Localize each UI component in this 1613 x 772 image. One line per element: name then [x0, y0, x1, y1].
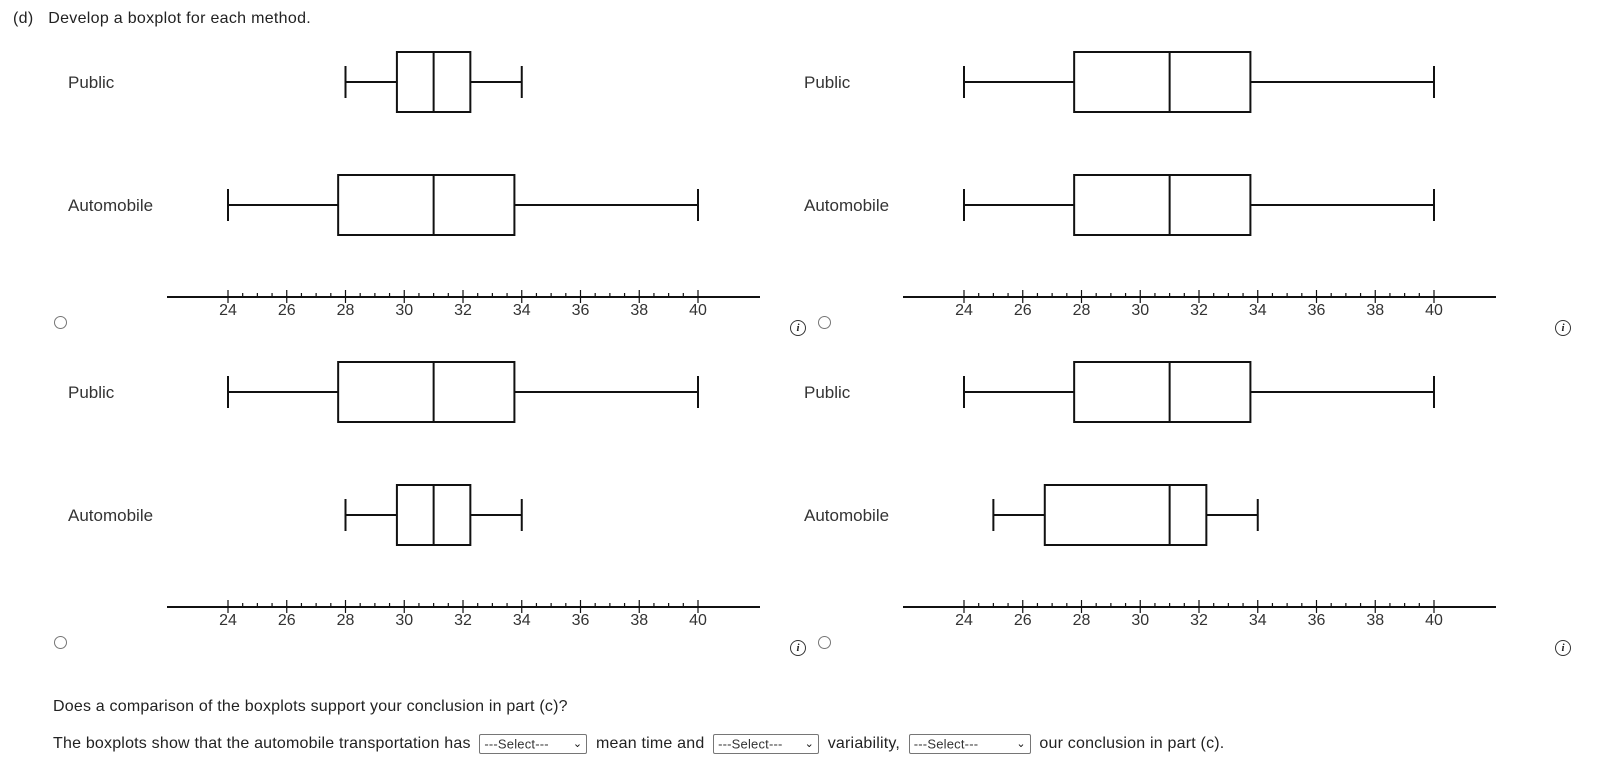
chevron-down-icon: ⌄ — [1016, 738, 1026, 750]
box-iqr — [1073, 51, 1252, 113]
tick-label: 36 — [572, 612, 590, 629]
tick-label: 32 — [454, 612, 472, 629]
option-a-info-icon[interactable]: i — [790, 320, 806, 336]
sentence-part-2: mean time and — [595, 735, 705, 752]
boxplot-option-d: Public Automobile 24 26 28 30 32 34 36 38 40 i — [804, 361, 1571, 656]
mean-time-select-value: ---Select--- — [484, 736, 549, 752]
tick-label: 34 — [513, 302, 531, 319]
variability-select[interactable]: ---Select--- ⌄ — [713, 734, 820, 754]
chevron-down-icon: ⌄ — [572, 738, 583, 750]
conclusion-select-value: ---Select--- — [913, 736, 979, 752]
option-d-info-icon[interactable]: i — [1555, 640, 1571, 656]
tick-label: 40 — [689, 612, 707, 629]
sentence-part-1: The boxplots show that the automobile tr… — [53, 735, 471, 752]
tick-label: 30 — [395, 612, 413, 629]
tick-label: 26 — [1014, 302, 1032, 319]
question-part: (d) — [13, 10, 34, 27]
tick-label: 24 — [955, 612, 973, 629]
tick-label: 26 — [278, 302, 296, 319]
box-iqr — [1073, 361, 1252, 423]
tick-label: 38 — [630, 302, 648, 319]
box-iqr — [1043, 484, 1208, 546]
row-label-public: Public — [68, 73, 115, 92]
option-b-chart: Public Automobile 24 26 28 30 32 34 36 38 40 — [804, 51, 1496, 319]
box-iqr — [337, 361, 516, 423]
boxplot-option-b: Public Automobile 24 26 28 30 32 34 36 38 40 i — [0, 0, 1613, 336]
chevron-down-icon: ⌄ — [804, 738, 815, 750]
mean-time-select[interactable]: ---Select--- ⌄ — [479, 734, 588, 754]
conclusion-select[interactable]: ---Select--- ⌄ — [908, 734, 1031, 754]
tick-label: 28 — [337, 302, 355, 319]
option-a-chart: Public Automobile 24 26 28 30 32 34 36 38 40 — [68, 51, 760, 319]
sentence-part-3: variability, — [827, 735, 901, 752]
tick-label: 24 — [219, 612, 237, 629]
comparison-question: Does a comparison of the boxplots suppor… — [53, 698, 568, 715]
question-text: Develop a boxplot for each method. — [48, 10, 312, 27]
question-heading: (d) Develop a boxplot for each method. — [13, 10, 311, 28]
option-c-chart: Public Automobile 24 26 28 30 32 34 36 38 40 — [68, 361, 760, 629]
boxplot-option-c: Public Automobile 24 26 28 30 32 34 36 38 40 i — [0, 0, 806, 660]
row-label-automobile: Automobile — [68, 196, 153, 215]
tick-label: 32 — [454, 302, 472, 319]
option-d-radio[interactable] — [818, 636, 831, 649]
tick-label: 24 — [219, 302, 237, 319]
boxplot-option-a: Public Automobile 24 26 28 30 32 34 36 38 40 i — [0, 0, 806, 336]
tick-label: 30 — [1131, 612, 1149, 629]
option-c-info-icon[interactable]: i — [790, 640, 806, 656]
tick-label: 36 — [1308, 302, 1326, 319]
option-a-radio[interactable] — [54, 316, 67, 329]
row-label-public: Public — [68, 383, 115, 402]
tick-label: 30 — [395, 302, 413, 319]
row-label-automobile: Automobile — [68, 506, 153, 525]
tick-label: 34 — [1249, 302, 1267, 319]
sentence-part-4: our conclusion in part (c). — [1039, 735, 1225, 752]
row-label-public: Public — [804, 383, 851, 402]
comparison-sentence: The boxplots show that the automobile tr… — [53, 734, 1224, 754]
tick-label: 38 — [1366, 302, 1384, 319]
tick-label: 28 — [337, 612, 355, 629]
tick-label: 26 — [1014, 612, 1032, 629]
tick-label: 40 — [1425, 302, 1443, 319]
tick-label: 30 — [1131, 302, 1149, 319]
tick-label: 24 — [955, 302, 973, 319]
tick-label: 28 — [1073, 612, 1091, 629]
tick-label: 40 — [689, 302, 707, 319]
box-iqr — [1073, 174, 1252, 236]
row-label-automobile: Automobile — [804, 506, 889, 525]
tick-label: 26 — [278, 612, 296, 629]
tick-label: 36 — [572, 302, 590, 319]
option-b-radio[interactable] — [818, 316, 831, 329]
tick-label: 32 — [1190, 302, 1208, 319]
tick-label: 28 — [1073, 302, 1091, 319]
row-label-automobile: Automobile — [804, 196, 889, 215]
tick-label: 40 — [1425, 612, 1443, 629]
row-label-public: Public — [804, 73, 851, 92]
variability-select-value: ---Select--- — [718, 736, 783, 752]
option-d-chart: Public Automobile 24 26 28 30 32 34 36 38 40 — [804, 361, 1496, 629]
tick-label: 34 — [1249, 612, 1267, 629]
tick-label: 34 — [513, 612, 531, 629]
option-b-info-icon[interactable]: i — [1555, 320, 1571, 336]
tick-label: 32 — [1190, 612, 1208, 629]
tick-label: 38 — [630, 612, 648, 629]
tick-label: 36 — [1308, 612, 1326, 629]
option-c-radio[interactable] — [54, 636, 67, 649]
box-iqr — [337, 174, 516, 236]
tick-label: 38 — [1366, 612, 1384, 629]
